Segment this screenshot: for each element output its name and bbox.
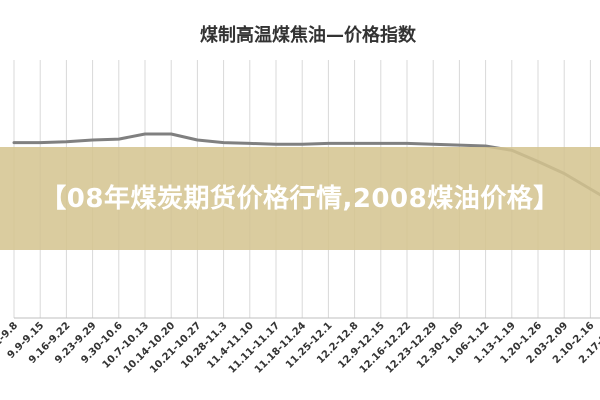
banner-text: 【08年煤炭期货价格行情,2008煤油价格】: [40, 183, 560, 214]
chart-title: 煤制高温煤焦油—价格指数: [200, 24, 417, 46]
overlay-banner: 【08年煤炭期货价格行情,2008煤油价格】: [0, 147, 600, 250]
x-tick-labels: 9.2-9.89.9-9.159.16-9.229.23-9.299.30-10…: [0, 320, 600, 375]
